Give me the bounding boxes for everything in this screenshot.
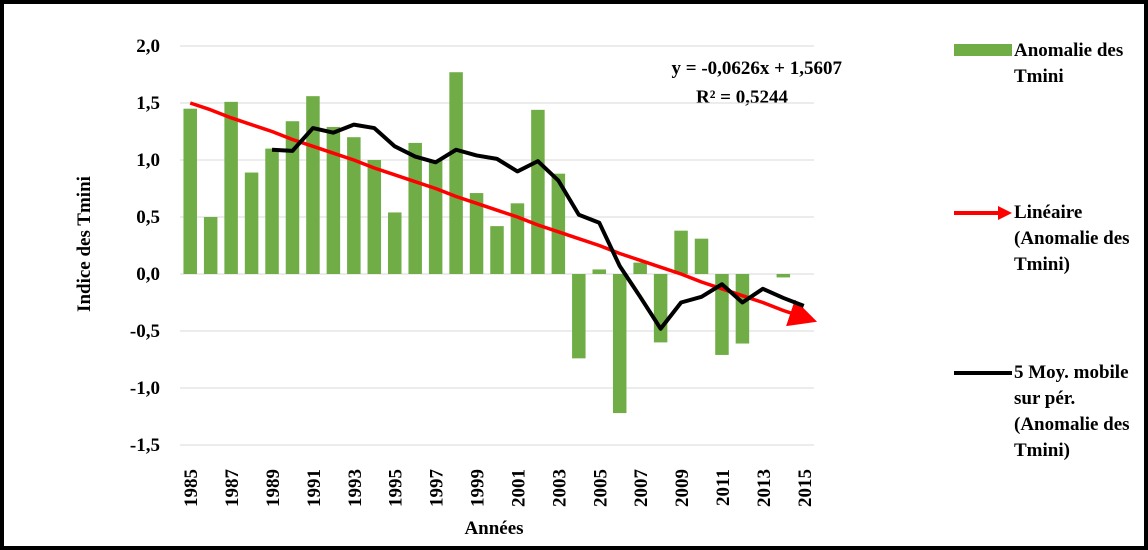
y-tick-label: 0,5: [136, 207, 160, 228]
legend-item: Linéaire (Anomalie des Tmini): [954, 200, 1144, 278]
bar: [428, 160, 443, 274]
x-tick-label: 1991: [304, 469, 325, 507]
y-axis-title: Indice des Tmini: [74, 176, 95, 312]
bar: [715, 274, 729, 355]
bar: [183, 108, 197, 274]
legend-label: 5 Moy. mobile sur pér. (Anomalie des Tmi…: [1014, 362, 1130, 461]
bar: [653, 274, 668, 343]
x-tick-label: 2009: [672, 469, 693, 507]
bar: [449, 72, 463, 274]
bar: [633, 262, 647, 274]
moving-average-line: [271, 122, 805, 331]
legend-item: 5 Moy. mobile sur pér. (Anomalie des Tmi…: [954, 360, 1144, 464]
x-tick-label: 1993: [345, 469, 366, 507]
legend-item: Anomalie des Tmini: [954, 38, 1144, 90]
bar: [551, 173, 566, 274]
bar: [367, 160, 382, 274]
bar: [265, 148, 279, 274]
x-tick-label: 2013: [754, 469, 775, 507]
equation: y = -0,0626x + 1,5607: [672, 58, 843, 79]
x-tick-label: 2011: [713, 469, 734, 506]
bar: [244, 172, 259, 274]
bar: [674, 230, 688, 274]
x-tick-label: 2003: [549, 469, 570, 507]
bar: [469, 193, 484, 274]
x-tick-label: 2015: [795, 469, 816, 507]
bar: [510, 203, 525, 274]
bar: [326, 126, 341, 274]
bar: [285, 121, 300, 275]
y-tick-label: -1,0: [130, 378, 160, 399]
x-tick-label: 1989: [263, 469, 284, 507]
x-axis-title: Années: [464, 518, 523, 539]
bar: [203, 217, 218, 274]
x-tick-label: 1995: [386, 469, 407, 507]
y-tick-label: -1,5: [130, 435, 160, 456]
r-squared: R² = 0,5244: [696, 87, 788, 108]
bar: [306, 96, 320, 274]
legend-label: Linéaire (Anomalie des Tmini): [1014, 202, 1130, 275]
y-tick-label: 1,0: [136, 150, 160, 171]
bar: [531, 109, 545, 274]
bar: [694, 238, 709, 274]
bar: [592, 269, 607, 274]
bar: [347, 137, 361, 274]
x-tick-label: 1985: [181, 469, 202, 507]
y-tick-label: 0,0: [136, 264, 160, 285]
bar: [735, 274, 750, 344]
y-tick-label: -0,5: [130, 321, 160, 342]
bar: [572, 274, 586, 359]
chart: Indice des Tmini Années y = -0,0626x + 1…: [74, 36, 843, 539]
x-tick-label: 1999: [468, 469, 489, 507]
bar: [776, 274, 791, 278]
x-tick-label: 2007: [631, 469, 652, 508]
y-tick-label: 1,5: [136, 93, 160, 114]
bar: [490, 226, 504, 274]
bar: [387, 212, 402, 274]
x-tick-label: 2001: [508, 469, 529, 507]
x-tick-label: 1987: [222, 469, 243, 508]
y-tick-label: 2,0: [136, 36, 160, 57]
trend-line: [189, 101, 818, 327]
legend-label: Anomalie des Tmini: [1014, 40, 1124, 87]
x-tick-label: 2005: [590, 469, 611, 507]
bar: [612, 274, 627, 414]
bar: [408, 142, 422, 274]
x-tick-label: 1997: [427, 469, 448, 508]
bar: [224, 101, 238, 274]
